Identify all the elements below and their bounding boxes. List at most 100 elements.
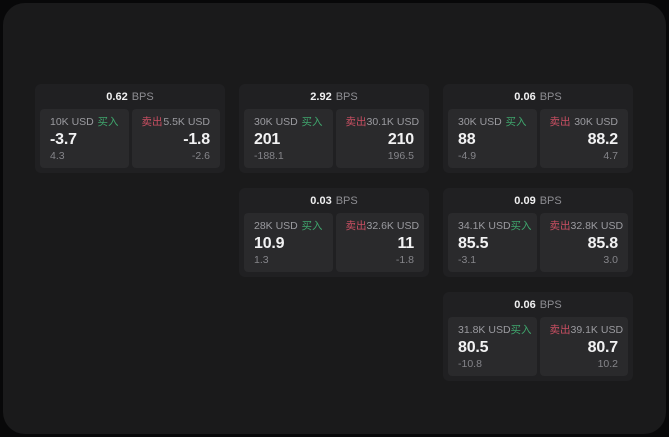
sell-side-label: 卖出 [549,116,571,128]
sell-top-row: 卖出 39.1K USD [549,324,624,336]
card-header: 0.06 BPS [443,292,633,317]
card-body: 30K USD 买入 201 -188.1 卖出 30.1K USD 210 1… [239,109,429,173]
sell-panel[interactable]: 卖出 30.1K USD 210 196.5 [335,109,424,168]
buy-side-label: 买入 [505,116,527,128]
card-body: 30K USD 买入 88 -4.9 卖出 30K USD 88.2 4.7 [443,109,633,173]
buy-price: -3.7 [50,130,77,148]
buy-top-row: 28K USD 买入 [254,220,323,232]
buy-top-row: 30K USD 买入 [254,116,323,128]
sell-panel[interactable]: 卖出 39.1K USD 80.7 10.2 [539,317,628,376]
buy-top-row: 10K USD 买入 [50,116,119,128]
quote-card[interactable]: 0.09 BPS 34.1K USD 买入 85.5 -3.1 卖出 32.8K… [443,188,633,277]
buy-side-label: 买入 [510,324,532,336]
sell-notional: 32.6K USD [366,220,420,232]
quote-card[interactable]: 0.06 BPS 30K USD 买入 88 -4.9 卖出 30K USD 8… [443,84,633,173]
card-body: 34.1K USD 买入 85.5 -3.1 卖出 32.8K USD 85.8… [443,213,633,277]
sell-side-label: 卖出 [141,116,163,128]
bps-unit-label: BPS [335,194,358,207]
card-body: 31.8K USD 买入 80.5 -10.8 卖出 39.1K USD 80.… [443,317,633,381]
buy-price: 85.5 [458,234,489,252]
sell-top-row: 卖出 30.1K USD [345,116,420,128]
sell-top-row: 卖出 32.6K USD [345,220,420,232]
buy-delta: -3.1 [458,254,477,266]
sell-top-row: 卖出 32.8K USD [549,220,624,232]
buy-top-row: 31.8K USD 买入 [458,324,532,336]
sell-notional: 30K USD [574,116,618,128]
quote-card[interactable]: 2.92 BPS 30K USD 买入 201 -188.1 卖出 30.1K … [239,84,429,173]
buy-delta: -188.1 [254,150,284,162]
card-header: 0.03 BPS [239,188,429,213]
buy-notional: 30K USD [458,116,502,128]
sell-delta: -1.8 [395,254,414,266]
buy-side-label: 买入 [301,220,323,232]
buy-side-label: 买入 [301,116,323,128]
bps-unit-label: BPS [539,298,562,311]
buy-notional: 28K USD [254,220,298,232]
card-header: 0.06 BPS [443,84,633,109]
buy-price: 201 [254,130,281,148]
buy-notional: 30K USD [254,116,298,128]
sell-panel[interactable]: 卖出 32.6K USD 11 -1.8 [335,213,424,272]
buy-notional: 34.1K USD [458,220,511,232]
bps-value: 0.62 [106,90,128,103]
sell-delta: -2.6 [191,150,210,162]
sell-delta: 3.0 [603,254,618,266]
bps-value: 0.06 [514,90,536,103]
sell-notional: 30.1K USD [366,116,420,128]
buy-top-row: 34.1K USD 买入 [458,220,532,232]
buy-panel[interactable]: 28K USD 买入 10.9 1.3 [244,213,333,272]
sell-price: 85.8 [587,234,619,252]
buy-top-row: 30K USD 买入 [458,116,527,128]
sell-delta: 196.5 [387,150,414,162]
sell-panel[interactable]: 卖出 32.8K USD 85.8 3.0 [539,213,628,272]
quote-board: 0.62 BPS 10K USD 买入 -3.7 4.3 卖出 5.5K USD… [35,84,633,381]
bps-unit-label: BPS [539,194,562,207]
bps-unit-label: BPS [335,90,358,103]
sell-side-label: 卖出 [549,324,571,336]
sell-price: 88.2 [587,130,619,148]
buy-panel[interactable]: 31.8K USD 买入 80.5 -10.8 [448,317,537,376]
card-header: 0.62 BPS [35,84,225,109]
buy-price: 10.9 [254,234,285,252]
card-header: 2.92 BPS [239,84,429,109]
buy-delta: 1.3 [254,254,269,266]
card-header: 0.09 BPS [443,188,633,213]
bps-unit-label: BPS [539,90,562,103]
buy-panel[interactable]: 34.1K USD 买入 85.5 -3.1 [448,213,537,272]
buy-price: 80.5 [458,338,489,356]
sell-side-label: 卖出 [345,220,367,232]
bps-value: 0.03 [310,194,332,207]
card-body: 10K USD 买入 -3.7 4.3 卖出 5.5K USD -1.8 -2.… [35,109,225,173]
quote-card[interactable]: 0.62 BPS 10K USD 买入 -3.7 4.3 卖出 5.5K USD… [35,84,225,173]
buy-panel[interactable]: 10K USD 买入 -3.7 4.3 [40,109,129,168]
bps-value: 0.09 [514,194,536,207]
sell-price: 210 [387,130,414,148]
buy-delta: -4.9 [458,150,477,162]
quote-card[interactable]: 0.03 BPS 28K USD 买入 10.9 1.3 卖出 32.6K US… [239,188,429,277]
sell-notional: 39.1K USD [570,324,624,336]
sell-price: -1.8 [183,130,210,148]
sell-price: 11 [397,234,414,252]
bps-unit-label: BPS [131,90,154,103]
buy-notional: 10K USD [50,116,94,128]
buy-panel[interactable]: 30K USD 买入 201 -188.1 [244,109,333,168]
buy-delta: 4.3 [50,150,65,162]
buy-delta: -10.8 [458,358,482,370]
sell-price: 80.7 [587,338,619,356]
bps-value: 0.06 [514,298,536,311]
quote-card[interactable]: 0.06 BPS 31.8K USD 买入 80.5 -10.8 卖出 39.1… [443,292,633,381]
buy-panel[interactable]: 30K USD 买入 88 -4.9 [448,109,537,168]
sell-notional: 5.5K USD [163,116,210,128]
sell-delta: 10.2 [597,358,618,370]
buy-side-label: 买入 [510,220,532,232]
sell-notional: 32.8K USD [570,220,624,232]
buy-price: 88 [458,130,476,148]
sell-panel[interactable]: 卖出 30K USD 88.2 4.7 [539,109,628,168]
sell-side-label: 卖出 [549,220,571,232]
sell-panel[interactable]: 卖出 5.5K USD -1.8 -2.6 [131,109,220,168]
buy-notional: 31.8K USD [458,324,511,336]
sell-delta: 4.7 [603,150,618,162]
sell-top-row: 卖出 30K USD [550,116,619,128]
sell-top-row: 卖出 5.5K USD [142,116,211,128]
sell-side-label: 卖出 [345,116,367,128]
